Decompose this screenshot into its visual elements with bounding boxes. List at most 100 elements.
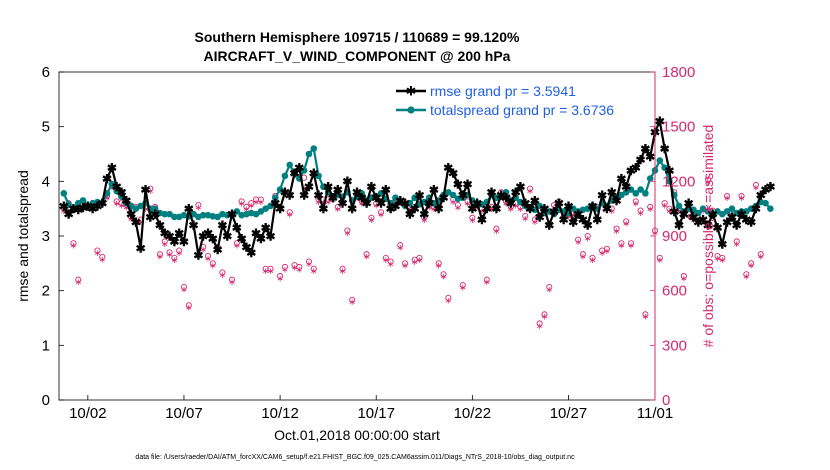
obs-assimilated-point: ∗ [738, 193, 746, 203]
rmse-point: ✱ [559, 213, 569, 227]
rmse-point: ✱ [217, 218, 227, 232]
spread-point [569, 205, 577, 212]
rmse-point: ✱ [568, 216, 578, 230]
legend-box [391, 77, 653, 123]
rmse-point: ✱ [434, 202, 444, 216]
rmse-point: ✱ [169, 235, 179, 249]
spread-point [747, 205, 755, 212]
obs-assimilated-point: ∗ [478, 206, 486, 216]
spread-point [252, 210, 260, 218]
obs-possible-point [156, 251, 163, 258]
rmse-point: ✱ [338, 197, 348, 211]
spread-point [377, 190, 385, 197]
obs-assimilated-point: ∗ [358, 199, 366, 209]
rmse-point: ✱ [419, 208, 429, 222]
rmse-point: ✱ [193, 249, 203, 263]
rmse-point: ✱ [535, 210, 545, 224]
rmse-point: ✱ [347, 202, 357, 216]
obs-possible-point [286, 209, 293, 216]
spread-point [171, 213, 178, 221]
obs-assimilated-point: ∗ [296, 264, 304, 274]
spread-point [502, 188, 510, 196]
spread-point [430, 199, 438, 207]
rmse-point: ✱ [703, 218, 713, 232]
x-tick-label: 10/22 [454, 405, 492, 422]
obs-possible-point [493, 225, 500, 232]
rmse-point: ✱ [155, 218, 165, 232]
rmse-point: ✱ [443, 161, 453, 175]
rmse-point: ✱ [92, 199, 102, 213]
obs-possible-point [738, 192, 745, 199]
spread-point [545, 208, 553, 215]
spread-point [74, 199, 82, 207]
x-axis: 10/02 10/07 10/12 10/17 10/22 10/27 11/01 [69, 395, 673, 422]
rmse-point: ✱ [299, 188, 309, 202]
rmse-point: ✱ [607, 186, 617, 200]
obs-possible-point [627, 240, 635, 247]
obs-assimilated-point: ∗ [541, 312, 549, 322]
spread-point [406, 199, 414, 207]
obs-assimilated-point: ∗ [334, 204, 342, 214]
rmse-point: ✱ [688, 210, 698, 224]
obs-possible-point [488, 203, 495, 210]
rmse-point: ✱ [448, 167, 458, 181]
rmse-point: ✱ [520, 197, 530, 211]
obs-assimilated-point: ∗ [613, 226, 621, 236]
y2-tick-label: 0 [662, 392, 670, 409]
rmse-point: ✱ [237, 232, 247, 246]
x-tick-label: 10/12 [261, 405, 299, 422]
rmse-point: ✱ [126, 208, 136, 222]
obs-possible-point [171, 254, 178, 261]
obs-possible-point [546, 283, 553, 291]
obs-assimilated-point: ∗ [752, 182, 760, 192]
obs-assimilated-point: ∗ [733, 239, 741, 249]
y2-tick-label: 600 [662, 283, 687, 300]
x-tick-label: 10/07 [165, 405, 203, 422]
obs-assimilated-point: ∗ [118, 201, 126, 211]
rmse-point: ✱ [328, 191, 338, 205]
spread-point [661, 164, 668, 171]
spread-point [459, 194, 467, 202]
spread-point [79, 197, 87, 204]
rmse-point: ✱ [698, 213, 708, 227]
obs-assimilated-point: ∗ [166, 250, 174, 260]
rmse-point: ✱ [722, 216, 732, 230]
obs-possible-point [647, 203, 654, 210]
obs-assimilated-point: ∗ [502, 199, 510, 209]
obs-possible-point [724, 192, 731, 199]
obs-possible-point [373, 200, 380, 207]
obs-possible-point [94, 247, 101, 254]
obs-assimilated-point: ∗ [339, 266, 347, 276]
spread-point [637, 186, 644, 193]
obs-possible-point [334, 203, 341, 210]
rmse-point: ✱ [150, 208, 160, 222]
rmse-point: ✱ [83, 199, 93, 213]
obs-possible-point [277, 273, 284, 280]
obs-assimilated-point: ∗ [632, 199, 640, 209]
spread-point [305, 150, 313, 158]
obs-possible-point [704, 176, 711, 183]
rmse-point: ✱ [102, 172, 112, 186]
rmse-point: ✱ [116, 186, 126, 200]
rmse-point: ✱ [429, 183, 439, 197]
rmse-point: ✱ [78, 201, 88, 215]
obs-possible-point [382, 254, 389, 261]
obs-assimilated-point: ∗ [694, 215, 702, 225]
obs-possible-point [176, 247, 183, 254]
spread-point [632, 190, 640, 197]
rmse-point: ✱ [482, 202, 492, 216]
rmse-point: ✱ [732, 218, 742, 232]
obs-assimilated-point: ∗ [531, 217, 539, 227]
obs-possible-point [243, 203, 250, 210]
obs-assimilated-point: ∗ [247, 201, 255, 211]
obs-assimilated-point: ∗ [305, 259, 313, 269]
spread-point [209, 213, 217, 220]
spread-point [214, 213, 221, 221]
y-tick-label: 6 [42, 64, 50, 81]
obs-possible-point [296, 263, 303, 271]
obs-assimilated-point: ∗ [704, 177, 712, 187]
rmse-point: ✱ [563, 199, 573, 213]
obs-assimilated-point: ∗ [507, 204, 515, 214]
legend-rmse-marker: ✱ [406, 84, 417, 99]
obs-possible-point [522, 212, 529, 220]
